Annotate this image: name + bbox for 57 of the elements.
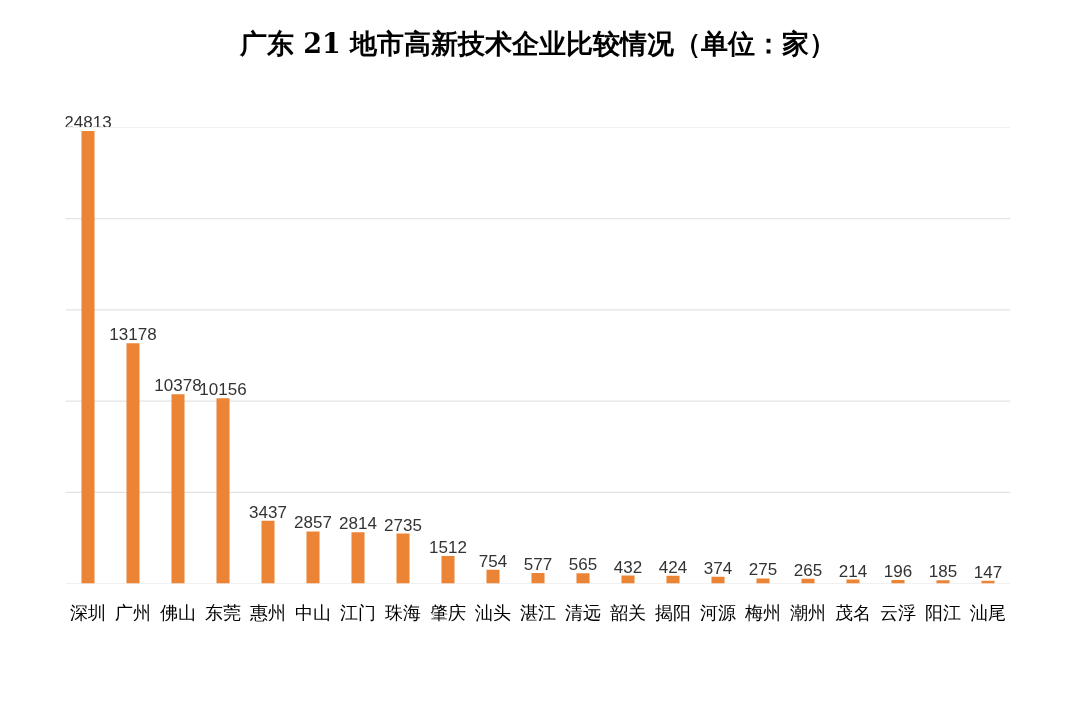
x-tick-label: 东莞 [205,601,241,623]
bar [81,130,95,584]
bar [261,520,275,584]
x-tick-label: 汕头 [475,601,511,623]
data-label: 424 [658,557,688,577]
bar [666,575,680,584]
bar [126,343,140,584]
bar [486,569,500,584]
x-tick-label: 茂名 [835,601,871,623]
data-label: 3437 [249,502,287,522]
chart-title: 广东 21 地市高新技术企业比较情况（单位：家） [238,27,837,59]
bar [936,580,950,584]
x-tick-label: 惠州 [249,601,286,623]
x-tick-label: 潮州 [790,601,826,623]
data-label: 374 [703,558,733,578]
data-label: 565 [568,555,598,575]
x-tick-label: 江门 [340,601,376,623]
bar [756,578,770,584]
bar [351,532,365,584]
data-label: 265 [793,560,823,580]
data-label: 432 [613,557,643,577]
data-label: 2814 [339,514,377,534]
bar [171,394,185,584]
bar [576,573,590,584]
bar [216,398,230,584]
bar [306,531,320,584]
bar [531,572,545,584]
data-label: 13178 [109,325,157,345]
data-label: 147 [973,562,1003,582]
x-tick-label: 阳江 [925,601,961,623]
x-tick-label: 深圳 [70,601,106,623]
x-tick-label: 河源 [700,601,736,623]
x-tick-label: 湛江 [520,601,556,623]
data-label: 185 [928,562,958,582]
x-tick-label: 肇庆 [430,601,466,623]
data-label: 196 [883,561,913,581]
x-tick-label: 揭阳 [655,601,691,623]
bar [396,533,410,584]
x-tick-label: 珠海 [385,601,421,623]
x-tick-label: 汕尾 [970,601,1006,623]
data-label: 2735 [384,515,422,535]
x-tick-label: 中山 [295,601,331,623]
x-tick-label: 韶关 [610,601,646,623]
bar [441,555,455,584]
x-tick-label: 云浮 [880,601,916,623]
data-label: 1512 [429,537,467,557]
data-label: 754 [478,551,508,571]
x-tick-label: 广州 [115,601,151,623]
data-label: 2857 [294,513,332,533]
bar [711,576,725,584]
data-label: 275 [748,560,778,580]
bar [621,575,635,584]
data-label: 577 [523,554,553,574]
x-tick-label: 梅州 [744,601,781,623]
x-tick-label: 佛山 [160,601,196,623]
data-label: 214 [838,561,868,581]
x-tick-label: 清远 [565,601,601,623]
